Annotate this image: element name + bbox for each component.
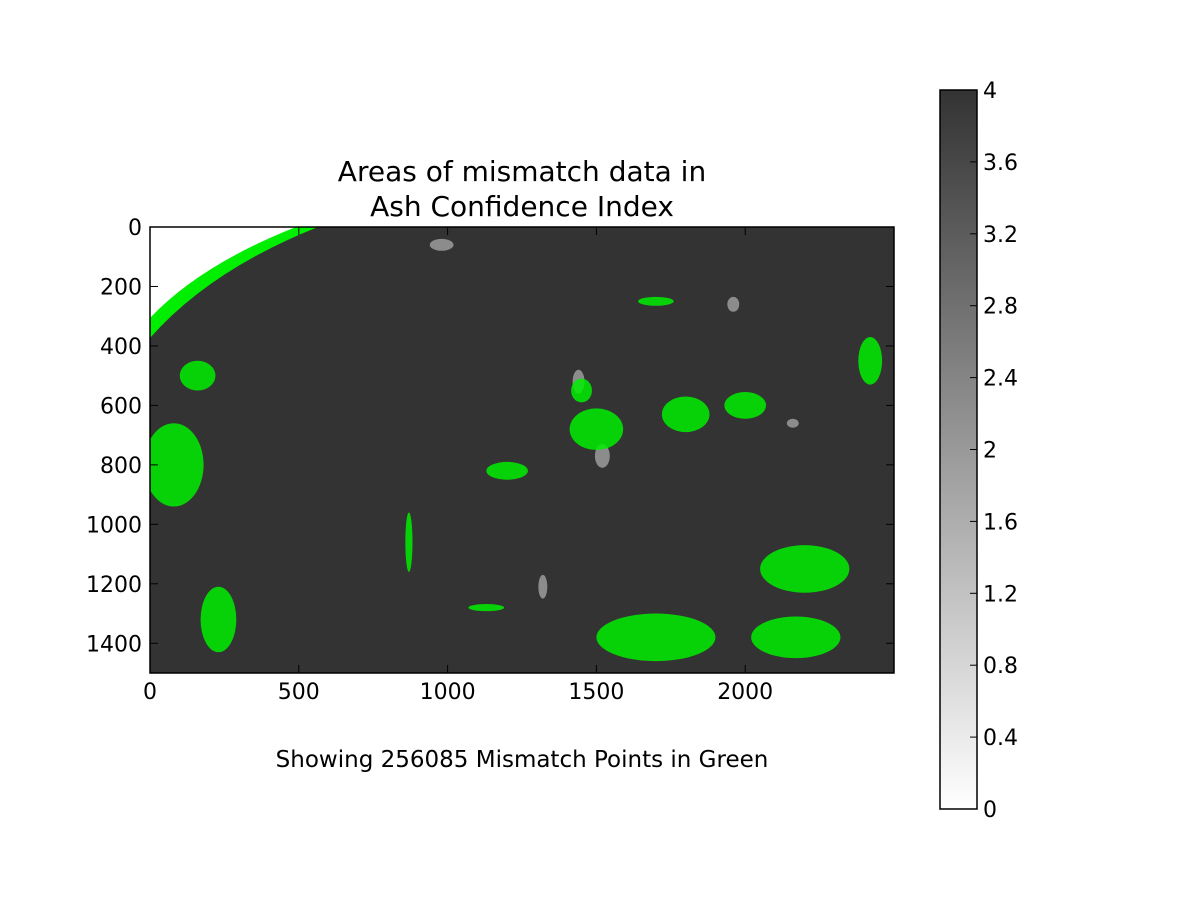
image-background [150, 227, 894, 673]
colorbar-tick-label: 3.6 [983, 151, 1018, 176]
y-tick-label: 800 [100, 454, 142, 479]
colorbar-tick-label: 0 [983, 798, 997, 823]
mid-value-region [594, 444, 610, 468]
x-tick-label: 2000 [717, 680, 773, 705]
mismatch-region [760, 545, 850, 593]
y-tick-label: 1400 [86, 632, 142, 657]
colorbar-tick-label: 3.2 [983, 223, 1018, 248]
y-tick-label: 400 [100, 335, 142, 360]
y-tick-label: 200 [100, 275, 142, 300]
x-tick-label: 1500 [568, 680, 624, 705]
y-tick-label: 1000 [86, 513, 142, 538]
colorbar: 0 0.4 0.8 1.2 1.6 2 2.4 2.8 3.2 3.6 4 [939, 79, 1018, 823]
mismatch-region [596, 613, 716, 662]
plot-area [150, 227, 894, 673]
chart-title-line-1: Areas of mismatch data in [338, 155, 706, 188]
mismatch-annotation: Showing 256085 Mismatch Points in Green [276, 747, 769, 773]
mismatch-region [638, 296, 674, 306]
mismatch-region [486, 461, 528, 480]
mid-value-region [727, 296, 740, 312]
mid-value-region [786, 418, 799, 428]
mismatch-region [751, 616, 841, 659]
mismatch-region [179, 360, 216, 391]
colorbar-tick-label: 2 [983, 439, 997, 464]
off-disk-corner [150, 227, 296, 318]
mismatch-region [405, 512, 413, 572]
chart-title-line-2: Ash Confidence Index [370, 190, 674, 223]
colorbar-tick-label: 4 [983, 79, 997, 104]
colorbar-tick-label: 2.8 [983, 295, 1018, 320]
colorbar-tick-label: 2.4 [983, 367, 1018, 392]
colorbar-tick-label: 0.4 [983, 726, 1018, 751]
mismatch-region [858, 337, 883, 385]
x-axis: 0 500 1000 1500 2000 [143, 227, 773, 705]
y-tick-label: 600 [100, 394, 142, 419]
mismatch-region [150, 423, 204, 507]
x-tick-label: 500 [278, 680, 320, 705]
mismatch-region [661, 396, 710, 433]
mismatch-region [571, 378, 592, 403]
y-tick-label: 0 [128, 216, 142, 241]
mismatch-region [200, 586, 237, 653]
colorbar-tick-label: 1.6 [983, 510, 1018, 535]
y-axis: 0 200 400 600 800 1000 1200 1400 [86, 216, 894, 657]
mismatch-region [724, 392, 767, 419]
x-tick-label: 1000 [420, 680, 476, 705]
x-tick-label: 0 [143, 680, 157, 705]
mismatch-region [569, 408, 624, 451]
plot-frame [149, 226, 895, 674]
mid-value-region [538, 574, 548, 599]
y-tick-label: 1200 [86, 573, 142, 598]
colorbar-tick-label: 0.8 [983, 654, 1018, 679]
mid-value-region [429, 238, 454, 251]
colorbar-tick-label: 1.2 [983, 582, 1018, 607]
mismatch-region [468, 604, 505, 612]
